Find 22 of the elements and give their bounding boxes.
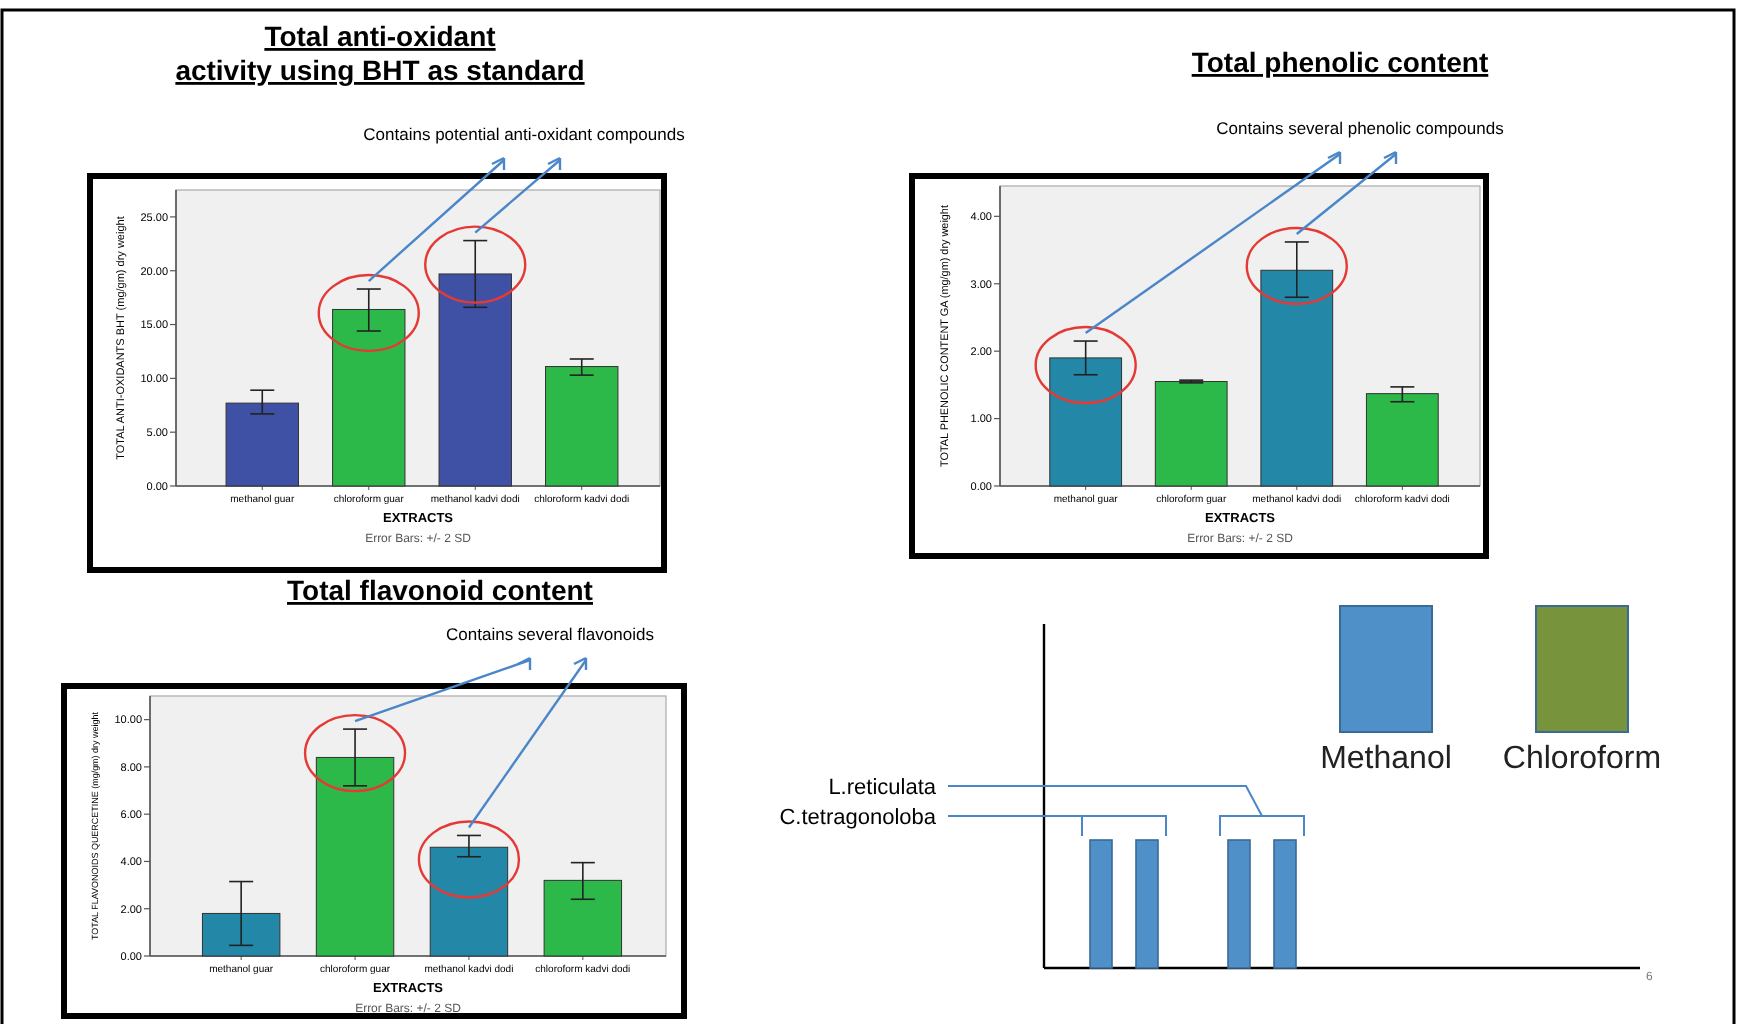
chart-subtitle: Contains potential anti-oxidant compounds	[363, 124, 685, 144]
text: Chloroform	[1502, 742, 1662, 776]
chart-subtitle: Contains several flavonoids	[446, 624, 654, 644]
bar	[429, 846, 509, 957]
bar	[545, 366, 619, 487]
bar	[315, 756, 395, 957]
bar	[1260, 269, 1334, 487]
chart-title: Total flavonoid content	[287, 574, 594, 606]
chart-subtitle: Contains several phenolic compounds	[1216, 118, 1504, 138]
bar	[438, 273, 512, 487]
bar	[1365, 393, 1439, 487]
bar	[543, 879, 623, 957]
bar	[201, 912, 281, 957]
chart-title: Total phenolic content	[1191, 46, 1489, 78]
chart-title: Total anti-oxidant activity using BHT as standard	[175, 20, 585, 86]
text: C.tetragonoloba	[779, 805, 938, 830]
text: Methanol	[1320, 742, 1452, 776]
bar	[1049, 357, 1123, 487]
bar	[332, 308, 406, 487]
text: L.reticulata	[828, 775, 938, 800]
bar	[225, 402, 299, 487]
bar	[1154, 381, 1228, 487]
